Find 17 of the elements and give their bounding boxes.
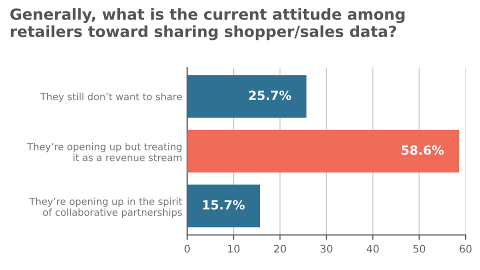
bar (187, 130, 460, 173)
y-tick-label: They’re opening up in the spirit of collaborative partnerships (29, 198, 182, 218)
x-tick-label: 50 (413, 244, 426, 253)
x-tick-label: 20 (274, 244, 286, 253)
x-tick-label: 60 (460, 244, 472, 253)
data-label: 15.7% (203, 200, 245, 210)
x-tick-label: 40 (366, 244, 379, 253)
chart-title: Generally, what is the current attitude among retailers toward sharing shopper/sales data? (10, 8, 404, 40)
y-tick-label: They’re opening up but treating it as a revenue stream (27, 142, 182, 162)
bar (187, 75, 306, 118)
bar (187, 184, 260, 228)
x-tick-label: 10 (228, 244, 240, 253)
x-tick-label: 0 (184, 244, 190, 253)
data-label: 58.6% (402, 145, 444, 155)
x-tick-label: 30 (320, 244, 332, 253)
y-tick-label: They still don’t want to share (40, 92, 182, 102)
data-label: 25.7% (249, 90, 292, 100)
